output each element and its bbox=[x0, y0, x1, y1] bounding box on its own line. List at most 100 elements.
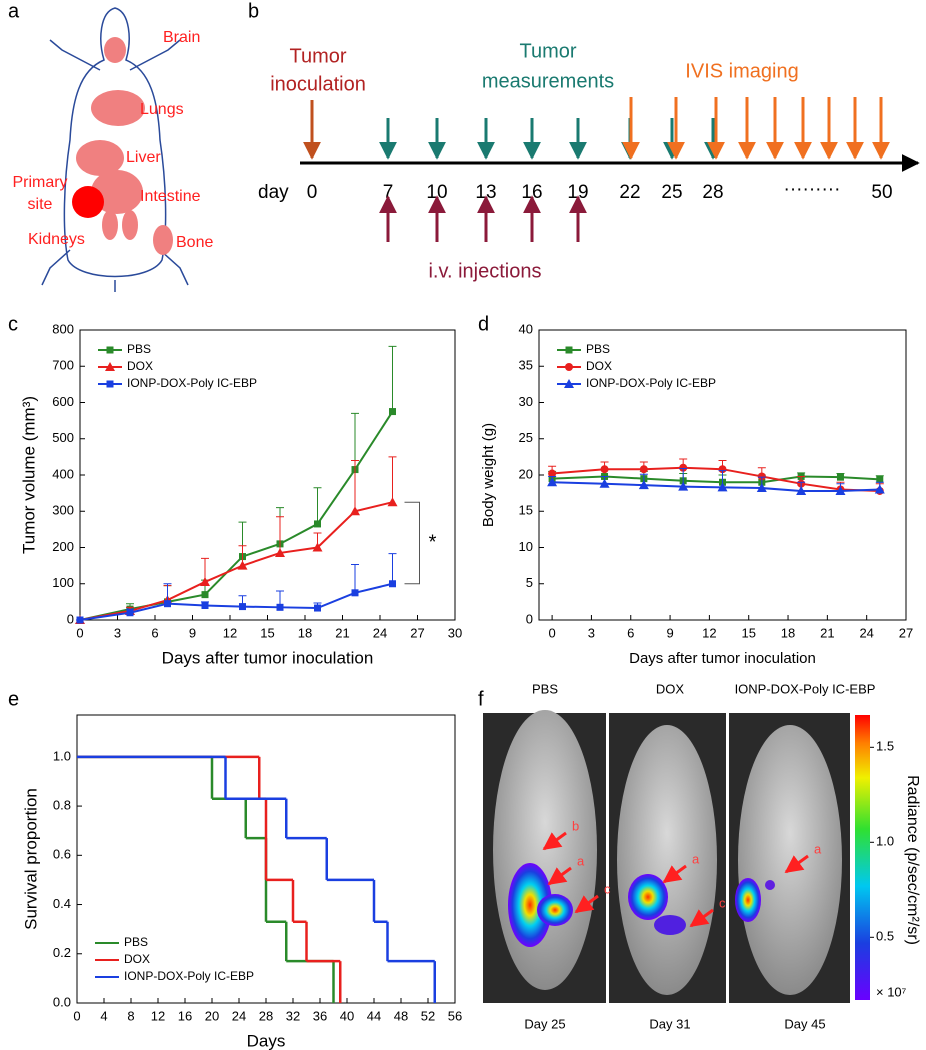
marker bbox=[548, 469, 557, 478]
error-bar bbox=[388, 553, 397, 584]
x-tick-label: 28 bbox=[259, 1008, 273, 1023]
marker bbox=[565, 346, 573, 354]
x-tick-label: 24 bbox=[859, 625, 873, 640]
legend-label: DOX bbox=[127, 359, 153, 373]
marker bbox=[387, 497, 398, 507]
error-bar bbox=[351, 460, 359, 512]
arrow-label: c bbox=[604, 881, 611, 896]
y-tick-label: 100 bbox=[52, 575, 74, 590]
marker bbox=[876, 475, 884, 483]
marker bbox=[639, 465, 648, 474]
x-tick-label: 56 bbox=[448, 1008, 462, 1023]
marker bbox=[564, 379, 574, 388]
arrow-label: a bbox=[814, 841, 822, 856]
marker bbox=[351, 589, 359, 597]
marker bbox=[757, 472, 766, 481]
group-label: IONP-DOX-Poly IC-EBP bbox=[735, 681, 876, 696]
legend-label: PBS bbox=[124, 935, 148, 949]
organ-label: Bone bbox=[176, 234, 213, 251]
marker bbox=[599, 478, 610, 488]
marker bbox=[275, 547, 285, 557]
legend-label: IONP-DOX-Poly IC-EBP bbox=[586, 376, 716, 390]
x-tick-label: 15 bbox=[741, 625, 755, 640]
x-tick-label: 3 bbox=[588, 625, 595, 640]
y-axis-label: Tumor volume (mm³) bbox=[19, 396, 38, 554]
timeline-text: Tumor bbox=[289, 45, 346, 67]
x-tick-label: 24 bbox=[232, 1008, 246, 1023]
y-tick-label: 20 bbox=[519, 466, 533, 481]
mouse-outline bbox=[41, 7, 189, 292]
timeline-text: Tumor bbox=[519, 40, 576, 62]
marker bbox=[679, 463, 688, 472]
marker bbox=[106, 346, 114, 354]
marker bbox=[874, 484, 885, 494]
red-arrow bbox=[574, 894, 599, 914]
error-bar bbox=[313, 487, 322, 524]
error-bar bbox=[388, 345, 397, 412]
y-axis-label: Survival proportion bbox=[21, 788, 40, 930]
y-tick-label: 5 bbox=[526, 575, 533, 590]
x-tick-label: 30 bbox=[448, 625, 462, 640]
legend-label: DOX bbox=[124, 952, 150, 966]
panel-label: c bbox=[8, 313, 18, 335]
panel-label: f bbox=[478, 688, 484, 710]
marker bbox=[201, 591, 209, 599]
x-tick-label: 3 bbox=[114, 625, 121, 640]
x-tick-label: 20 bbox=[205, 1008, 219, 1023]
y-tick-label: 200 bbox=[52, 539, 74, 554]
imaging-photos bbox=[483, 710, 850, 1003]
marker bbox=[389, 580, 396, 588]
x-tick-label: 52 bbox=[421, 1008, 435, 1023]
group-label: PBS bbox=[532, 681, 558, 696]
colorbar bbox=[855, 715, 870, 1000]
y-tick-label: 10 bbox=[519, 539, 533, 554]
red-arrow bbox=[542, 831, 567, 851]
marker bbox=[547, 477, 558, 487]
x-tick-label: 40 bbox=[340, 1008, 354, 1023]
x-tick-label: 18 bbox=[298, 625, 312, 640]
marker bbox=[717, 482, 728, 492]
marker bbox=[835, 485, 846, 495]
x-tick-label: 12 bbox=[223, 625, 237, 640]
organ-label: Lungs bbox=[140, 101, 184, 118]
marker bbox=[756, 483, 767, 493]
legend-label: IONP-DOX-Poly IC-EBP bbox=[124, 969, 254, 983]
x-tick-label: 27 bbox=[899, 625, 913, 640]
x-tick-label: 27 bbox=[410, 625, 424, 640]
day-caption: Day 45 bbox=[784, 1016, 825, 1031]
marker bbox=[312, 542, 323, 552]
timeline-text: i.v. injections bbox=[428, 260, 541, 282]
x-tick-label: 32 bbox=[286, 1008, 300, 1023]
y-tick-label: 40 bbox=[519, 321, 533, 336]
marker bbox=[164, 600, 171, 608]
day-label: day bbox=[258, 182, 289, 203]
arrow-label: a bbox=[692, 851, 700, 866]
x-tick-label: 6 bbox=[151, 625, 158, 640]
marker bbox=[200, 576, 210, 586]
x-tick-label: 0 bbox=[76, 625, 83, 640]
marker bbox=[796, 485, 807, 495]
organ-label: Liver bbox=[126, 149, 161, 166]
x-axis-label: Days bbox=[247, 1031, 286, 1050]
series-line bbox=[79, 501, 393, 621]
marker bbox=[678, 481, 689, 491]
error-bar bbox=[388, 456, 397, 503]
x-tick-label: 6 bbox=[627, 625, 634, 640]
x-tick-label: 21 bbox=[335, 625, 349, 640]
day-number: 50 bbox=[871, 182, 892, 203]
marker bbox=[718, 465, 727, 474]
group-label: DOX bbox=[656, 681, 685, 696]
marker bbox=[126, 609, 134, 617]
y-tick-label: 500 bbox=[52, 430, 74, 445]
y-tick-label: 0.0 bbox=[53, 994, 71, 1009]
x-tick-label: 44 bbox=[367, 1008, 381, 1023]
marker bbox=[106, 380, 114, 388]
organ-label: Brain bbox=[163, 29, 200, 46]
x-tick-label: 9 bbox=[189, 625, 196, 640]
x-tick-label: 15 bbox=[260, 625, 274, 640]
organ-label: Kidneys bbox=[28, 231, 85, 248]
y-tick-label: 0.2 bbox=[53, 945, 71, 960]
marker bbox=[239, 603, 246, 611]
